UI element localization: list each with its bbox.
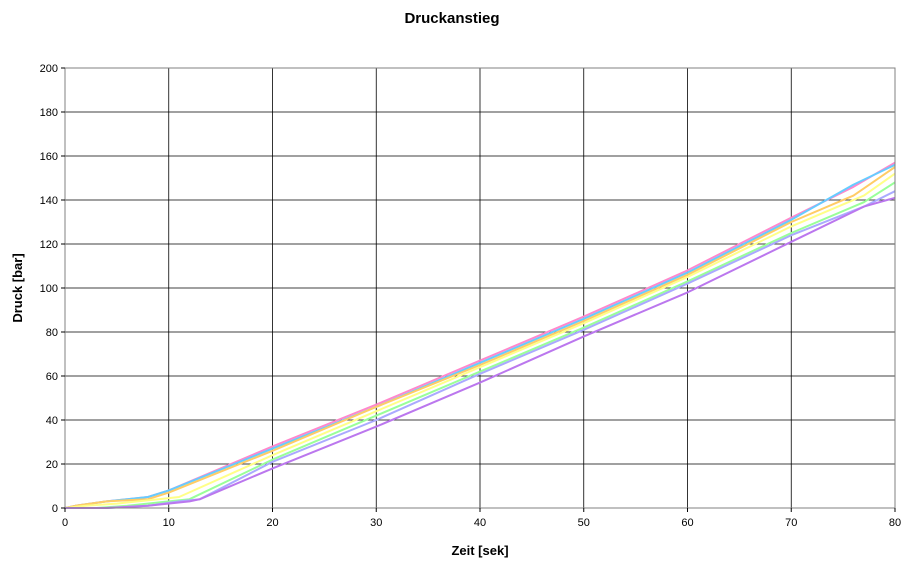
y-axis-label: Druck [bar] [10, 253, 25, 322]
tick-labels-layer: 0 20 40 60 80 100 120 140 160 180 200 0 10 20 30 40 50 60… [40, 63, 901, 529]
y-tick-label: 0 [52, 503, 58, 515]
series-line-4 [64, 172, 896, 509]
y-tick-label: 100 [40, 283, 58, 295]
grid-layer [65, 68, 895, 508]
series-line-7 [65, 196, 896, 509]
y-tick-label: 20 [46, 459, 58, 471]
y-tick-label: 40 [46, 415, 58, 427]
x-axis-label: Zeit [sek] [451, 543, 508, 558]
x-tick-label: 0 [62, 517, 68, 529]
y-tick-label: 80 [46, 327, 58, 339]
x-tick-label: 20 [266, 517, 278, 529]
y-tick-label: 160 [40, 151, 58, 163]
chart-title: Druckanstieg [404, 10, 500, 27]
series-layer [64, 161, 896, 509]
y-tick-label: 120 [40, 239, 58, 251]
series-line-5 [65, 181, 896, 509]
x-tick-label: 30 [370, 517, 382, 529]
x-tick-label: 70 [785, 517, 797, 529]
x-tick-label: 10 [163, 517, 175, 529]
y-tick-label: 180 [40, 107, 58, 119]
x-tick-label: 60 [681, 517, 693, 529]
x-tick-label: 80 [889, 517, 901, 529]
y-tick-label: 200 [40, 63, 58, 75]
x-tick-label: 50 [578, 517, 590, 529]
series-line-3 [64, 166, 896, 509]
y-tick-label: 140 [40, 195, 58, 207]
y-tick-label: 60 [46, 371, 58, 383]
x-tick-label: 40 [474, 517, 486, 529]
